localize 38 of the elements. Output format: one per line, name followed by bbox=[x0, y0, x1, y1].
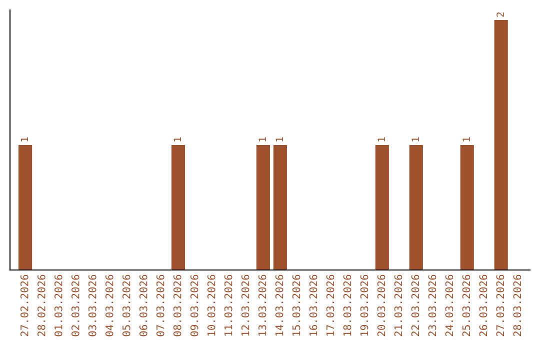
x-tick-label: 01.03.2026 bbox=[54, 274, 62, 336]
x-tick-label: 18.03.2026 bbox=[343, 274, 352, 336]
x-tick-label: 22.03.2026 bbox=[411, 274, 420, 336]
x-tick-label: 06.03.2026 bbox=[139, 274, 148, 336]
data-label: 1 bbox=[412, 137, 419, 142]
x-tick-label: 03.03.2026 bbox=[88, 274, 96, 336]
x-tick-label: 14.03.2026 bbox=[275, 274, 284, 336]
x-tick-label: 04.03.2026 bbox=[105, 274, 114, 336]
data-label: 1 bbox=[378, 137, 385, 142]
x-tick-label: 12.03.2026 bbox=[241, 274, 250, 336]
data-label: 1 bbox=[276, 137, 283, 142]
x-tick-label: 19.03.2026 bbox=[360, 274, 368, 336]
x-tick-label: 24.03.2026 bbox=[445, 274, 454, 336]
x-tick-label: 17.03.2026 bbox=[326, 274, 334, 336]
x-tick-label: 16.03.2026 bbox=[309, 274, 318, 336]
x-tick-label: 28.02.2026 bbox=[37, 274, 46, 336]
data-label: 2 bbox=[496, 12, 504, 17]
x-tick-label: 02.03.2026 bbox=[71, 274, 80, 336]
x-tick-label: 08.03.2026 bbox=[173, 274, 182, 336]
data-label: 1 bbox=[258, 137, 266, 142]
x-tick-label: 15.03.2026 bbox=[292, 274, 300, 336]
x-tick-label: 20.03.2026 bbox=[377, 274, 386, 336]
data-label: 1 bbox=[20, 137, 28, 142]
x-tick-label: 23.03.2026 bbox=[428, 274, 436, 336]
x-tick-label: 27.02.2026 bbox=[20, 274, 28, 336]
x-tick-label: 21.03.2026 bbox=[394, 274, 402, 336]
data-label: 1 bbox=[462, 137, 470, 142]
x-tick-label: 27.03.2026 bbox=[496, 274, 504, 336]
x-tick-label: 28.03.2026 bbox=[513, 274, 522, 336]
data-label: 1 bbox=[174, 137, 181, 142]
x-tick-label: 11.03.2026 bbox=[224, 274, 232, 336]
x-tick-label: 10.03.2026 bbox=[207, 274, 216, 336]
x-tick-label: 05.03.2026 bbox=[122, 274, 130, 336]
x-tick-label: 09.03.2026 bbox=[190, 274, 198, 336]
x-tick-label: 07.03.2026 bbox=[156, 274, 164, 336]
x-tick-label: 13.03.2026 bbox=[258, 274, 266, 336]
x-tick-label: 25.03.2026 bbox=[462, 274, 470, 336]
x-tick-label: 26.03.2026 bbox=[479, 274, 488, 336]
